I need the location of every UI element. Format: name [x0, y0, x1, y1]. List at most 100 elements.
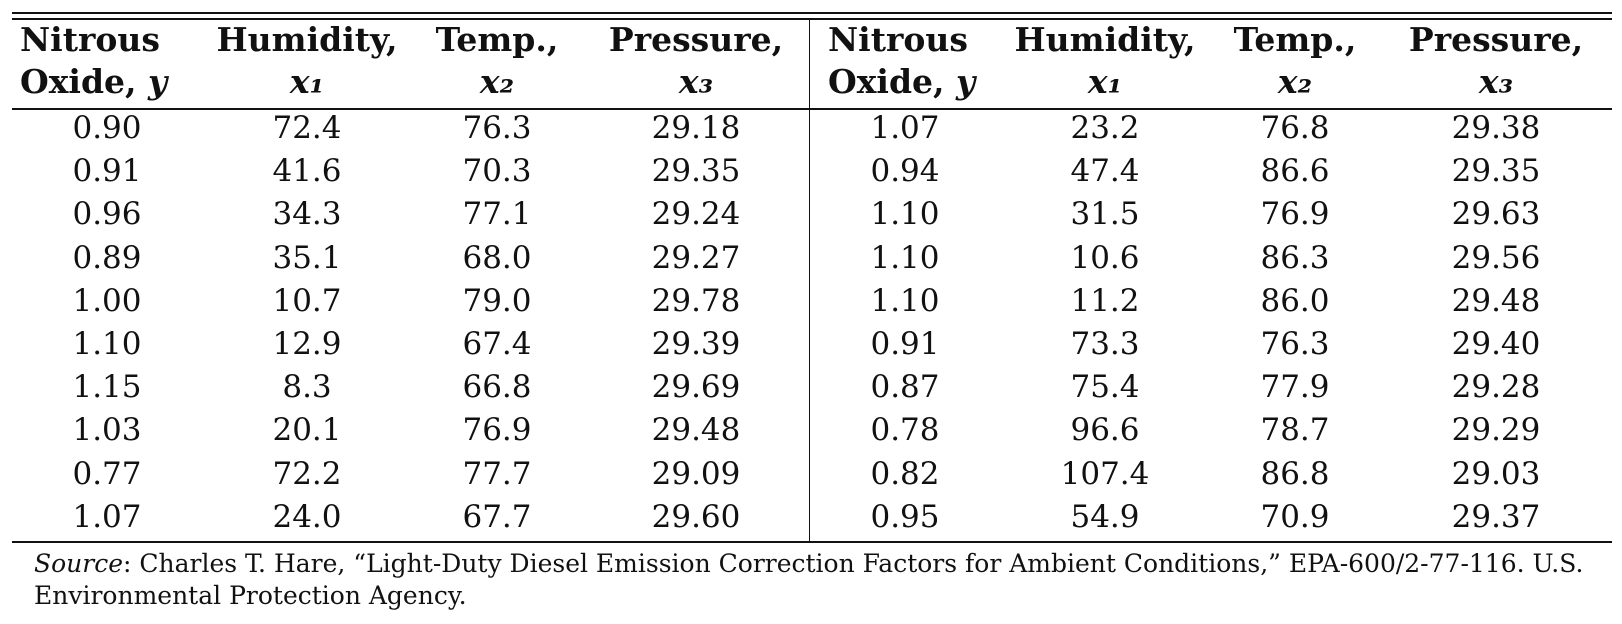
table-cell: 29.28	[1451, 369, 1541, 406]
table-row: 0.90 72.4 76.3 29.18 1.07 23.2 76.8 29.38	[12, 107, 1612, 150]
table-cell: 66.8	[462, 369, 532, 406]
table-cell: 1.07	[870, 110, 940, 146]
table-cell: 29.40	[1451, 326, 1541, 363]
table-cell: 1.10	[870, 282, 940, 319]
table-cell: 54.9	[1070, 498, 1140, 535]
table-cell: 1.07	[72, 498, 142, 535]
table-cell: 1.03	[72, 412, 142, 449]
table-cell: 68.0	[462, 239, 532, 276]
table-cell: 0.87	[870, 369, 940, 406]
header-humidity-left: Humidity, x₁	[216, 20, 398, 101]
table-cell: 12.9	[272, 326, 342, 363]
table-cell: 29.48	[651, 412, 741, 449]
table-cell: 0.95	[870, 498, 940, 535]
table-cell: 76.8	[1260, 110, 1330, 146]
table-cell: 29.63	[1451, 196, 1541, 233]
table-cell: 1.00	[72, 282, 142, 319]
table-cell: 76.3	[1260, 326, 1330, 363]
top-rule-inner	[12, 18, 1612, 20]
table-cell: 78.7	[1260, 412, 1330, 449]
source-note: Source: Charles T. Hare, “Light-Duty Die…	[34, 548, 1604, 612]
table-row: 0.96 34.3 77.1 29.24 1.10 31.5 76.9 29.63	[12, 193, 1612, 236]
header-nitrous-oxide-right: Nitrous Oxide, y	[828, 20, 976, 101]
table-cell: 29.24	[651, 196, 741, 233]
table-cell: 34.3	[272, 196, 342, 233]
table-cell: 72.4	[272, 110, 342, 146]
table-cell: 41.6	[272, 153, 342, 190]
header-nitrous-oxide-left: Nitrous Oxide, y	[20, 20, 168, 101]
source-text: : Charles T. Hare, “Light-Duty Diesel Em…	[34, 549, 1584, 610]
header-pressure-right: Pressure, x₃	[1408, 20, 1584, 101]
table-cell: 29.37	[1451, 498, 1541, 535]
table-cell: 1.10	[870, 196, 940, 233]
table-row: 1.07 24.0 67.7 29.60 0.95 54.9 70.9 29.37	[12, 496, 1612, 539]
header-rule	[12, 108, 1612, 110]
table-cell: 29.69	[651, 369, 741, 406]
top-rule	[12, 12, 1612, 14]
table-cell: 70.3	[462, 153, 532, 190]
table-row: 1.03 20.1 76.9 29.48 0.78 96.6 78.7 29.29	[12, 409, 1612, 452]
table-cell: 76.3	[462, 110, 532, 146]
table-cell: 1.10	[870, 239, 940, 276]
table-cell: 0.77	[72, 455, 142, 492]
table-cell: 77.1	[462, 196, 532, 233]
table-cell: 1.10	[72, 326, 142, 363]
bottom-rule	[12, 541, 1612, 543]
table-cell: 86.6	[1260, 153, 1330, 190]
table-cell: 20.1	[272, 412, 342, 449]
table-cell: 0.82	[870, 455, 940, 492]
table-cell: 0.91	[72, 153, 142, 190]
table-cell: 0.91	[870, 326, 940, 363]
header-temp-left: Temp., x₂	[435, 20, 559, 101]
table-cell: 29.39	[651, 326, 741, 363]
table-cell: 10.6	[1070, 239, 1140, 276]
table-cell: 72.2	[272, 455, 342, 492]
table-cell: 76.9	[462, 412, 532, 449]
table-row: 0.91 41.6 70.3 29.35 0.94 47.4 86.6 29.35	[12, 150, 1612, 193]
table-cell: 0.90	[72, 110, 142, 146]
table-cell: 8.3	[282, 369, 332, 406]
table-cell: 73.3	[1070, 326, 1140, 363]
table-cell: 76.9	[1260, 196, 1330, 233]
table-cell: 77.7	[462, 455, 532, 492]
table-cell: 67.4	[462, 326, 532, 363]
table-cell: 77.9	[1260, 369, 1330, 406]
table-cell: 29.78	[651, 282, 741, 319]
table-cell: 70.9	[1260, 498, 1330, 535]
header-humidity-right: Humidity, x₁	[1014, 20, 1196, 101]
source-label: Source	[34, 549, 124, 578]
table-cell: 86.3	[1260, 239, 1330, 276]
table-cell: 29.03	[1451, 455, 1541, 492]
table-cell: 29.35	[1451, 153, 1541, 190]
table-cell: 79.0	[462, 282, 532, 319]
table-cell: 29.27	[651, 239, 741, 276]
header-temp-right: Temp., x₂	[1233, 20, 1357, 101]
table-cell: 47.4	[1070, 153, 1140, 190]
table-cell: 0.89	[72, 239, 142, 276]
table-cell: 11.2	[1070, 282, 1140, 319]
table-cell: 29.35	[651, 153, 741, 190]
table-cell: 0.96	[72, 196, 142, 233]
column-divider	[809, 18, 810, 542]
table-cell: 29.56	[1451, 239, 1541, 276]
data-table: Nitrous Oxide, y Humidity, x₁ Temp., x₂ Pre…	[12, 19, 1612, 539]
table-row: 0.77 72.2 77.7 29.09 0.82 107.4 86.8 29.03	[12, 453, 1612, 496]
table-cell: 96.6	[1070, 412, 1140, 449]
table-cell: 10.7	[272, 282, 342, 319]
table-row: 0.89 35.1 68.0 29.27 1.10 10.6 86.3 29.56	[12, 237, 1612, 280]
table-cell: 29.48	[1451, 282, 1541, 319]
table-row: 1.10 12.9 67.4 29.39 0.91 73.3 76.3 29.40	[12, 323, 1612, 366]
table-cell: 35.1	[272, 239, 342, 276]
table-row: 1.00 10.7 79.0 29.78 1.10 11.2 86.0 29.48	[12, 280, 1612, 323]
table-cell: 86.8	[1260, 455, 1330, 492]
table-cell: 31.5	[1070, 196, 1140, 233]
table-cell: 75.4	[1070, 369, 1140, 406]
table-cell: 29.18	[651, 110, 741, 146]
table-cell: 1.15	[72, 369, 142, 406]
table-cell: 29.60	[651, 498, 741, 535]
table-cell: 29.29	[1451, 412, 1541, 449]
header-row: Nitrous Oxide, y Humidity, x₁ Temp., x₂ Pre…	[12, 19, 1612, 107]
table-cell: 0.94	[870, 153, 940, 190]
header-pressure-left: Pressure, x₃	[608, 20, 784, 101]
